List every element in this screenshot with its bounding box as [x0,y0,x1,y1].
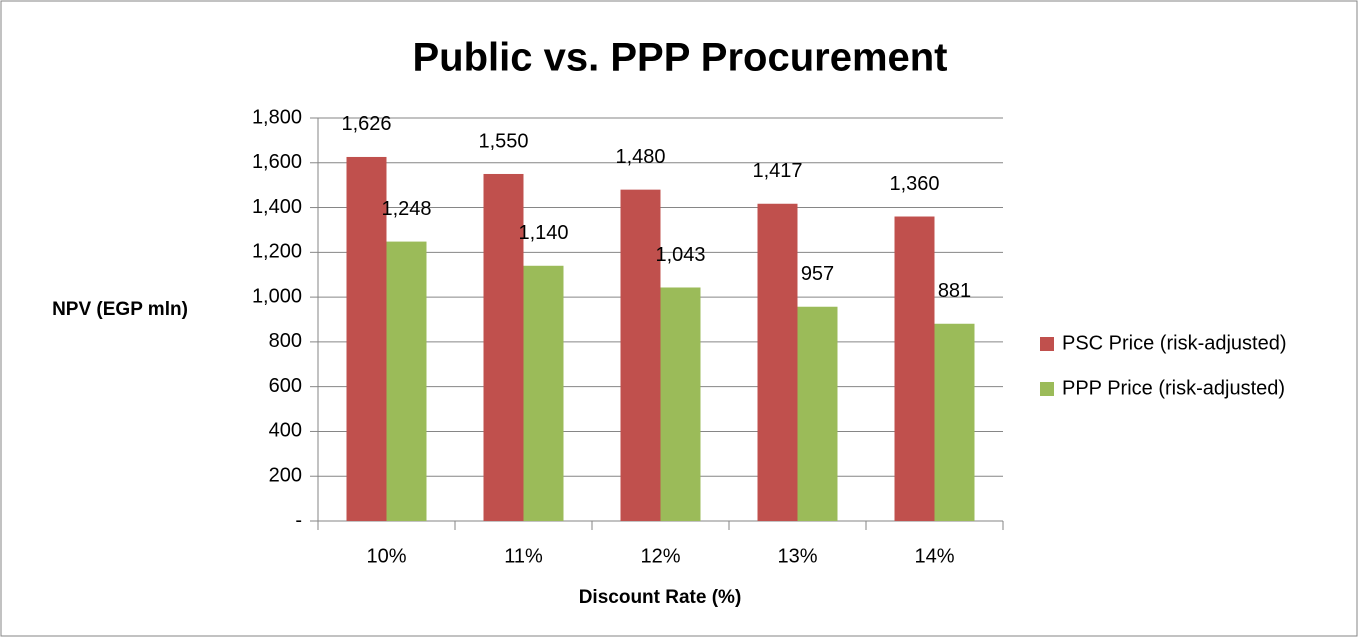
bar [894,216,935,521]
x-tick-label: 12% [640,545,680,567]
x-tick-label: 13% [777,545,817,567]
y-tick-label: 800 [269,330,302,352]
legend-swatch [1040,337,1054,351]
y-tick-label: - [295,509,302,531]
bar [620,189,661,521]
x-tick-label: 11% [504,545,543,567]
y-tick-label: 1,600 [252,151,302,173]
data-label: 1,140 [518,222,568,244]
data-label: 1,480 [615,146,665,168]
x-tick-label: 14% [914,545,954,567]
legend-swatch [1040,382,1054,396]
y-tick-label: 1,800 [252,106,302,128]
data-label: 1,550 [478,130,528,152]
data-label: 1,360 [889,173,939,195]
y-tick-label: 400 [269,420,302,442]
data-label: 1,626 [341,113,391,135]
bar [386,241,427,521]
bar [483,173,524,521]
x-axis-title: Discount Rate (%) [579,587,742,608]
y-tick-label: 200 [269,465,302,487]
data-label: 1,248 [381,198,431,220]
y-tick-label: 1,200 [252,241,302,263]
legend-label: PPP Price (risk-adjusted) [1062,377,1285,399]
bar [660,287,701,521]
bar [797,306,838,521]
legend-label: PSC Price (risk-adjusted) [1062,332,1287,354]
bar [934,323,975,521]
data-label: 881 [938,280,971,302]
x-tick-label: 10% [366,545,406,567]
chart-title: Public vs. PPP Procurement [412,36,947,80]
data-label: 957 [801,263,834,285]
data-label: 1,417 [752,160,802,182]
bar [346,156,387,521]
y-tick-label: 600 [269,375,302,397]
y-tick-label: 1,400 [252,196,302,218]
y-axis-title: NPV (EGP mln) [52,299,188,320]
data-label: 1,043 [655,244,705,266]
bar [757,203,798,521]
y-tick-label: 1,000 [252,285,302,307]
bar [523,265,564,521]
